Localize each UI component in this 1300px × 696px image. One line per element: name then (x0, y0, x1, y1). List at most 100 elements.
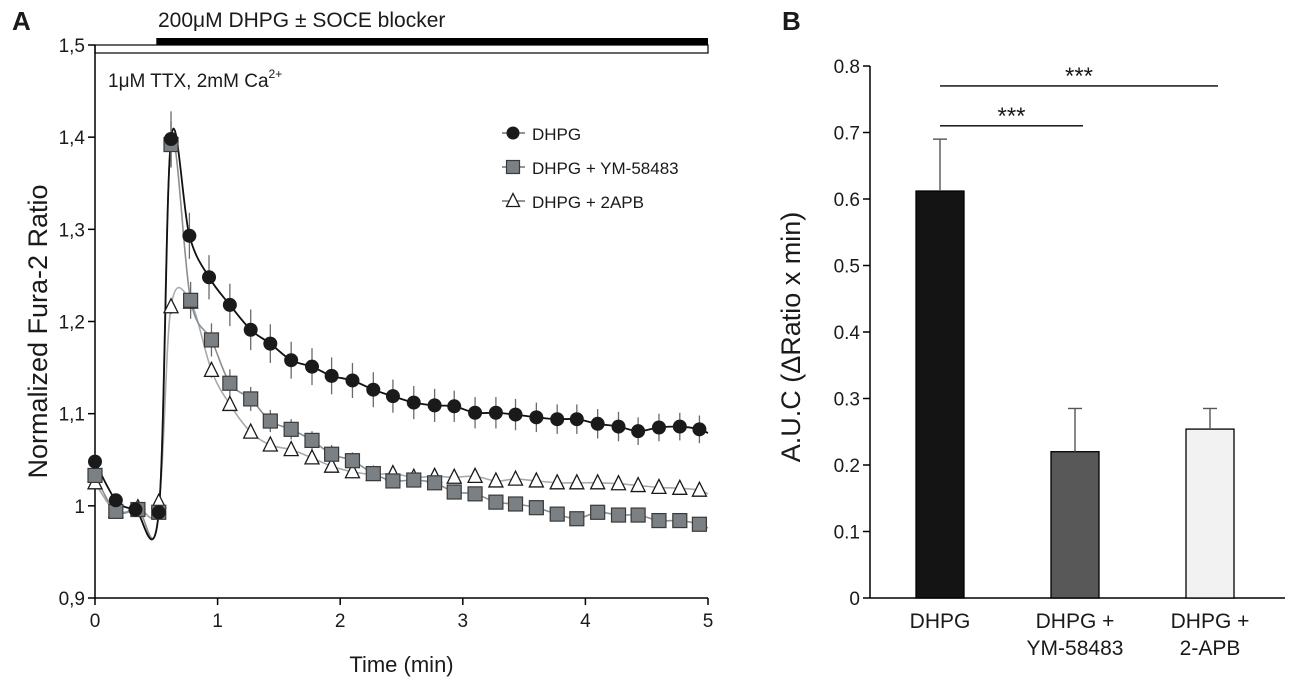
dhpg-data-point (611, 419, 626, 434)
2apb-data-point (630, 476, 647, 493)
dhpg-data-point (284, 353, 299, 368)
ym58483-data-point (549, 506, 565, 522)
legend-label: DHPG + 2APB (532, 193, 644, 212)
dhpg-data-point (128, 502, 143, 517)
2apb-data-point (262, 435, 279, 452)
dhpg-data-point (529, 410, 544, 425)
panel-a-y-tick-label: 1,5 (59, 36, 85, 57)
panel-b-axes: 0 0.1 0.2 0.3 0.4 0.5 0.6 0.7 0.8 A.U.C (ΔRatio x… (776, 57, 1285, 610)
2apb-data-point (203, 360, 220, 377)
dhpg-data-point (324, 368, 339, 383)
panel-a-y-tick-label: 1,3 (59, 220, 85, 241)
panel-b-y-tick-label: 0.8 (834, 57, 860, 78)
2apb-data-point (691, 480, 708, 497)
bar-category-label: DHPG (910, 610, 971, 633)
panel-a-y-tick-label: 1,4 (59, 128, 86, 149)
ym58483-data-point (651, 512, 667, 529)
panel-b-y-tick-label: 0.6 (834, 190, 860, 211)
ym58483-data-point (283, 421, 299, 437)
bar-category-label: 2-APB (1180, 637, 1241, 660)
panel-a-x-axis-title: Time (min) (349, 652, 453, 677)
ym58483-data-point (324, 446, 340, 462)
2apb-data-point (650, 477, 668, 495)
ym58483-data-point (446, 484, 462, 500)
panel-a-x-tick-label: 5 (703, 611, 714, 632)
ym58483-data-point (488, 494, 504, 510)
2apb-data-point (505, 192, 521, 208)
panel-b-y-tick-label: 0.7 (834, 124, 860, 145)
panel-b-y-tick-label: 0.4 (834, 323, 861, 344)
2apb-data-point (568, 473, 585, 490)
2apb-data-point (303, 448, 321, 465)
ym58483-data-point (262, 413, 278, 429)
2apb-data-point (467, 466, 484, 483)
2apb-data-point (242, 422, 259, 439)
ym58483-data-point (691, 516, 708, 532)
2apb-data-point (528, 471, 545, 488)
panel-a-markers (86, 132, 708, 532)
bar-0 (915, 190, 965, 599)
dhpg-data-point (427, 398, 442, 413)
2apb-data-point (162, 297, 180, 314)
ym58483-data-point (222, 375, 238, 391)
dhpg-data-point (406, 395, 421, 410)
legend-label: DHPG (532, 125, 581, 144)
panel-a-x-tick-label: 0 (90, 611, 101, 632)
ym58483-data-point (203, 332, 220, 348)
drug-application-bar (156, 38, 709, 47)
panel-a-label: A (12, 6, 31, 36)
drug-application-label: 200μM DHPG ± SOCE blocker (158, 9, 445, 32)
panel-b-y-axis-title: A.U.C (ΔRatio x min) (776, 212, 806, 463)
bar-category-label: YM-58483 (1027, 637, 1124, 660)
protocol-bars: 200μM DHPG ± SOCE blocker 1μM TTX, 2mM Ca… (94, 9, 709, 92)
panel-a-legend: DHPG DHPG + YM-58483 DHPG + 2APB (502, 125, 679, 212)
panel-b-label: B (782, 6, 801, 36)
dhpg-data-point (164, 132, 179, 147)
ym58483-data-point (610, 507, 627, 523)
ym58483-data-point (243, 391, 259, 407)
dhpg-data-point (108, 493, 123, 508)
2apb-data-point (549, 473, 566, 490)
ym58483-data-point (427, 475, 443, 491)
panel-b-y-tick-label: 0.1 (834, 523, 860, 544)
dhpg-data-point (692, 422, 707, 437)
dhpg-data-point (590, 416, 605, 431)
panel-b-bars: DHPG DHPG + YM-58483 DHPG + 2-APB (910, 138, 1249, 660)
dhpg-data-point (151, 505, 166, 520)
dhpg-data-point (345, 373, 360, 388)
panel-a-axes: 0,9 1 1,1 1,2 1,3 1,4 1,5 0 1 2 3 4 5 Time (min) Norma… (23, 36, 713, 677)
panel-a-y-tick-label: 1,1 (59, 405, 85, 426)
bar-category-label: DHPG + (1036, 610, 1115, 633)
dhpg-data-point (222, 297, 237, 312)
panel-a-y-tick-label: 1,2 (59, 313, 85, 334)
dhpg-data-point (202, 270, 217, 285)
panel-b-y-tick-label: 0 (849, 589, 860, 610)
ym58483-data-point (467, 486, 483, 502)
bar-2 (1185, 428, 1235, 599)
dhpg-data-point (506, 126, 520, 140)
dhpg-data-point (508, 407, 523, 422)
series-curve-0 (94, 127, 709, 541)
2apb-data-point (589, 473, 606, 490)
ym58483-data-point (183, 292, 199, 308)
dhpg-data-point (305, 359, 320, 374)
baseline-solution-label: 1μM TTX, 2mM Ca2+ (108, 67, 282, 92)
2apb-data-point (671, 478, 688, 495)
2apb-data-point (221, 394, 238, 412)
ym58483-data-point (344, 453, 361, 469)
ym58483-data-point (365, 465, 381, 482)
2apb-data-point (507, 469, 524, 486)
dhpg-data-point (631, 424, 646, 439)
ym58483-data-point (406, 472, 422, 488)
dhpg-data-point (88, 454, 102, 469)
ym58483-data-point (672, 512, 688, 529)
ym58483-data-point (87, 467, 103, 484)
dhpg-data-point (263, 336, 278, 351)
2apb-data-point (446, 467, 463, 484)
dhpg-data-point (651, 420, 666, 435)
dhpg-data-point (569, 412, 584, 427)
panel-b-y-tick-label: 0.3 (834, 390, 860, 411)
significance-label: *** (1065, 63, 1093, 90)
ym58483-data-point (630, 507, 646, 523)
panel-a-x-tick-label: 2 (335, 611, 346, 632)
